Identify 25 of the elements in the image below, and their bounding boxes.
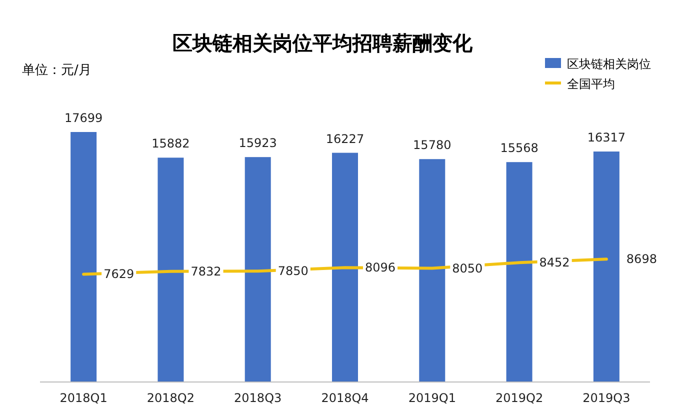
data-label: 8698 [626,252,657,266]
x-tick: 2019Q3 [582,391,630,405]
data-label: 7832 [190,264,222,278]
legend-label: 全国平均 [567,77,615,91]
data-label: 15780 [413,138,452,152]
data-label: 8452 [539,256,570,270]
data-label: 7629 [104,267,134,282]
x-tick: 2019Q1 [408,391,456,405]
x-tick: 2018Q1 [60,391,108,405]
legend-label: 区块链相关岗位 [567,57,651,71]
data-label: 17699 [64,111,103,125]
data-label: 8096 [365,260,396,275]
data-label: 8050 [452,261,483,276]
data-label: 16227 [326,132,364,146]
data-label: 16317 [587,130,626,145]
x-tick: 2018Q2 [146,391,195,405]
data-label: 15923 [238,136,277,150]
annotation: 单位：元/月 [22,63,92,78]
data-label: 15568 [500,141,538,156]
data-label: 15882 [152,136,190,151]
data-label: 7850 [278,264,308,278]
x-tick: 2019Q2 [495,391,544,405]
x-tick: 2018Q4 [321,391,369,405]
x-tick: 2018Q3 [234,391,282,405]
title: 区块链相关岗位平均招聘薪酬变化 [172,31,472,55]
